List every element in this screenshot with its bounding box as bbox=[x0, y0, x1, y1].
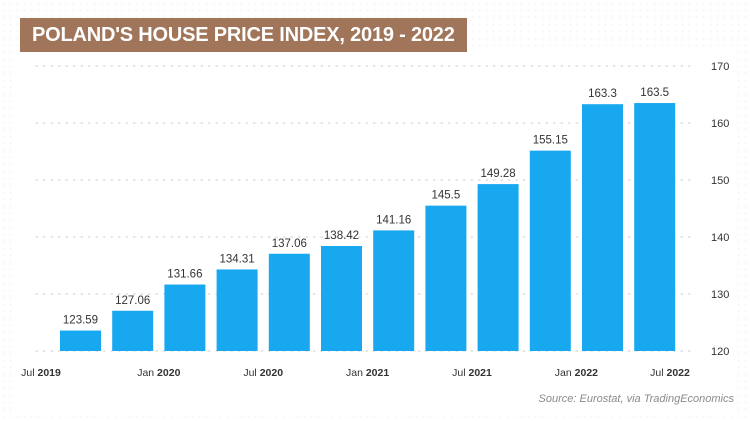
data-label: 163.3 bbox=[588, 88, 617, 100]
source-note: Source: Eurostat, via TradingEconomics bbox=[538, 393, 734, 405]
data-label: 134.31 bbox=[220, 253, 255, 265]
data-label: 141.16 bbox=[376, 214, 411, 226]
bar bbox=[373, 230, 415, 351]
x-tick-label: Jul 2022 bbox=[650, 367, 690, 379]
data-label: 123.59 bbox=[63, 315, 98, 327]
bar bbox=[60, 330, 101, 351]
y-tick-label: 170 bbox=[711, 61, 729, 73]
bar bbox=[112, 310, 154, 351]
chart-title: POLAND'S HOUSE PRICE INDEX, 2019 - 2022 bbox=[20, 18, 467, 52]
data-label: 137.06 bbox=[272, 238, 307, 250]
x-tick-label: Jul 2021 bbox=[452, 367, 492, 379]
bar bbox=[582, 104, 623, 351]
bar bbox=[164, 284, 206, 351]
data-label: 127.06 bbox=[115, 295, 150, 307]
data-label: 131.66 bbox=[167, 269, 202, 281]
x-tick-label: Jan 2021 bbox=[346, 367, 389, 379]
bar bbox=[216, 269, 258, 351]
data-label: 138.42 bbox=[324, 230, 359, 242]
bar bbox=[634, 103, 676, 351]
data-label: 145.5 bbox=[432, 190, 461, 202]
x-tick-label: Jan 2022 bbox=[555, 367, 598, 379]
data-label: 149.28 bbox=[481, 168, 516, 180]
y-tick-label: 150 bbox=[711, 175, 729, 187]
bar bbox=[529, 150, 571, 351]
bar bbox=[425, 205, 467, 351]
data-label: 155.15 bbox=[533, 135, 568, 147]
y-tick-label: 130 bbox=[711, 289, 729, 301]
x-tick-label: Jan 2020 bbox=[137, 367, 180, 379]
bar bbox=[268, 253, 310, 351]
bar bbox=[321, 246, 362, 351]
data-label: 163.5 bbox=[640, 87, 669, 99]
x-tick-label: Jul 2020 bbox=[243, 367, 283, 379]
y-tick-label: 140 bbox=[711, 232, 729, 244]
y-tick-label: 160 bbox=[711, 118, 729, 130]
x-tick-label: Jul 2019 bbox=[21, 367, 61, 379]
bar bbox=[477, 184, 519, 351]
y-tick-label: 120 bbox=[711, 346, 729, 358]
